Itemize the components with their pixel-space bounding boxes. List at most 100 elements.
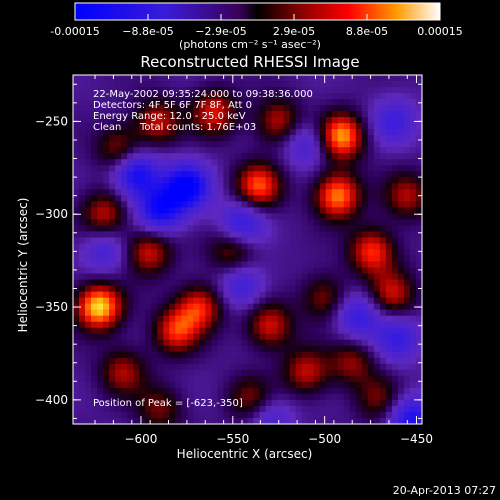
heatmap-cell xyxy=(205,345,212,353)
heatmap-cell xyxy=(115,387,122,395)
heatmap-cell xyxy=(391,279,399,287)
heatmap-cell xyxy=(415,147,423,154)
heatmap-cell xyxy=(235,321,243,329)
heatmap-cell xyxy=(409,129,417,136)
heatmap-cell xyxy=(109,273,116,281)
heatmap-cell xyxy=(157,123,164,130)
heatmap-cell xyxy=(181,135,188,142)
heatmap-cell xyxy=(415,333,423,341)
heatmap-cell xyxy=(403,87,411,94)
heatmap-cell xyxy=(409,81,417,88)
heatmap-cell xyxy=(115,75,122,82)
heatmap-cell xyxy=(121,195,128,202)
heatmap-cell xyxy=(349,111,357,118)
heatmap-cell xyxy=(367,285,375,293)
heatmap-cell xyxy=(151,357,158,365)
heatmap-cell xyxy=(103,273,110,281)
heatmap-cell xyxy=(127,321,134,329)
heatmap-cell xyxy=(175,333,182,341)
heatmap-cell xyxy=(409,123,417,130)
heatmap-cell xyxy=(133,231,140,239)
heatmap-cell xyxy=(277,165,285,172)
heatmap-cell xyxy=(121,153,128,160)
heatmap-cell xyxy=(133,183,140,190)
heatmap-cell xyxy=(367,123,375,130)
heatmap-cell xyxy=(349,171,357,178)
heatmap-cell xyxy=(283,105,291,112)
heatmap-cell xyxy=(283,207,291,214)
heatmap-cell xyxy=(301,231,309,239)
heatmap-cell xyxy=(217,351,225,359)
heatmap-cell xyxy=(391,93,399,100)
heatmap-cell xyxy=(121,273,128,281)
heatmap-cell xyxy=(379,369,387,377)
heatmap-cell xyxy=(343,291,351,299)
heatmap-cell xyxy=(163,117,170,124)
heatmap-cell xyxy=(217,165,225,172)
heatmap-cell xyxy=(109,297,116,305)
heatmap-cell xyxy=(271,87,279,94)
heatmap-cell xyxy=(307,159,315,166)
heatmap-cell xyxy=(295,165,303,172)
heatmap-cell xyxy=(133,357,140,365)
heatmap-cell xyxy=(295,135,303,142)
heatmap-cell xyxy=(319,123,327,130)
heatmap-cell xyxy=(295,393,303,401)
heatmap-cell xyxy=(163,165,170,172)
heatmap-cell xyxy=(313,333,321,341)
heatmap-cell xyxy=(217,387,225,395)
heatmap-cell xyxy=(175,81,182,88)
heatmap-cell xyxy=(97,315,104,323)
heatmap-cell xyxy=(247,207,255,214)
heatmap-cell xyxy=(127,165,134,172)
heatmap-cell xyxy=(403,81,411,88)
heatmap-cell xyxy=(319,129,327,136)
heatmap-cell xyxy=(415,267,423,275)
heatmap-cell xyxy=(109,255,116,263)
heatmap-cell xyxy=(103,135,110,142)
heatmap-cell xyxy=(283,219,291,227)
heatmap-cell xyxy=(133,159,140,166)
heatmap-cell xyxy=(307,339,315,347)
heatmap-cell xyxy=(229,207,237,214)
heatmap-cell xyxy=(169,117,176,124)
heatmap-cell xyxy=(355,399,363,407)
heatmap-cell xyxy=(103,153,110,160)
heatmap-cell xyxy=(307,225,315,233)
heatmap-cell xyxy=(241,261,249,269)
heatmap-cell xyxy=(313,417,321,425)
heatmap-cell xyxy=(337,375,345,383)
heatmap-cell xyxy=(145,393,152,401)
heatmap-cell xyxy=(331,321,339,329)
heatmap-cell xyxy=(235,99,243,106)
heatmap-cell xyxy=(313,405,321,413)
heatmap-cell xyxy=(301,267,309,275)
heatmap-cell xyxy=(115,237,122,245)
heatmap-cell xyxy=(181,195,188,202)
heatmap-cell xyxy=(295,315,303,323)
heatmap-cell xyxy=(253,417,261,425)
heatmap-cell xyxy=(301,111,309,118)
heatmap-cell xyxy=(307,213,315,221)
heatmap-cell xyxy=(217,369,225,377)
heatmap-cell xyxy=(127,171,134,178)
heatmap-cell xyxy=(121,117,128,124)
heatmap-cell xyxy=(403,201,411,208)
heatmap-cell xyxy=(295,147,303,154)
heatmap-cell xyxy=(121,255,128,263)
heatmap-cell xyxy=(247,387,255,395)
heatmap-cell xyxy=(181,213,188,221)
heatmap-cell xyxy=(229,321,237,329)
heatmap-cell xyxy=(217,225,225,233)
heatmap-cell xyxy=(349,255,357,263)
heatmap-cell xyxy=(115,261,122,269)
heatmap-cell xyxy=(301,75,309,82)
heatmap-cell xyxy=(139,315,146,323)
heatmap-cell xyxy=(265,321,273,329)
heatmap-cell xyxy=(79,357,86,365)
heatmap-cell xyxy=(367,165,375,172)
heatmap-cell xyxy=(271,183,279,190)
heatmap-cell xyxy=(349,375,357,383)
heatmap-cell xyxy=(253,399,261,407)
heatmap-cell xyxy=(133,81,140,88)
